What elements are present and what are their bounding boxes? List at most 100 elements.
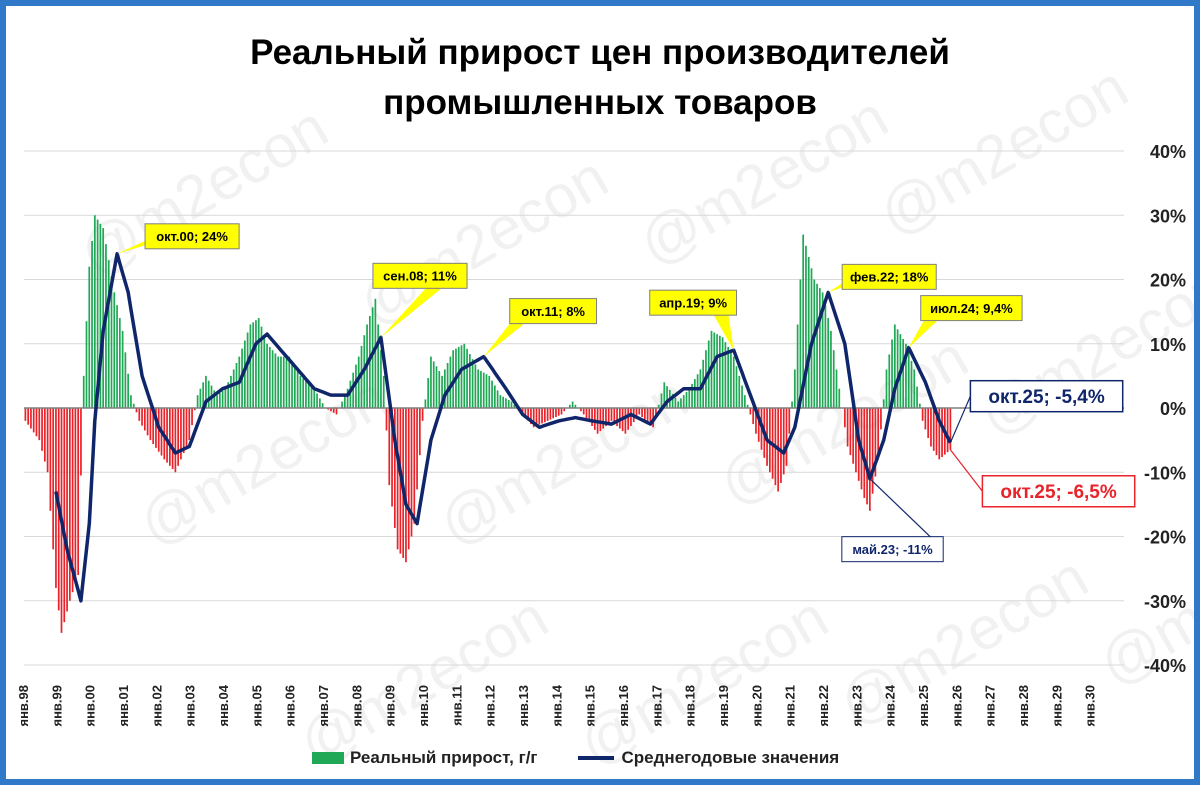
bar: [432, 361, 435, 408]
bar: [313, 388, 316, 408]
bar: [641, 408, 643, 417]
bar: [496, 390, 499, 408]
bar: [924, 408, 927, 430]
bar: [643, 408, 646, 420]
bar: [941, 408, 943, 457]
bar: [863, 408, 866, 498]
bar: [599, 408, 602, 432]
bar: [41, 408, 43, 451]
callout-box: [372, 262, 468, 289]
bar: [552, 408, 555, 419]
bar: [99, 223, 102, 408]
bar: [102, 228, 105, 408]
bar: [260, 326, 263, 408]
bar: [355, 364, 357, 408]
bar: [693, 379, 696, 408]
bar: [613, 408, 616, 424]
callout-label: фев.22; 18%: [850, 270, 929, 285]
bar: [218, 393, 221, 408]
callout-box: [649, 289, 738, 316]
legend-bars-label: Реальный прирост, г/г: [350, 748, 538, 767]
bar: [177, 408, 180, 466]
x-tick-label: янв.23: [849, 685, 864, 727]
bar: [755, 408, 757, 434]
bar: [180, 408, 182, 460]
legend-line-swatch: [577, 756, 614, 760]
bar: [285, 356, 288, 408]
bar: [649, 408, 652, 425]
average-line: [54, 252, 952, 603]
x-tick-label: янв.01: [116, 685, 131, 727]
bar: [927, 408, 930, 438]
bar: [891, 339, 893, 408]
bar: [938, 408, 941, 460]
bar: [855, 408, 857, 473]
bar: [874, 408, 877, 477]
bar: [627, 408, 630, 430]
bar: [838, 388, 841, 408]
bar: [227, 382, 230, 408]
bar: [716, 334, 718, 408]
bar: [718, 335, 721, 408]
bar: [352, 372, 355, 408]
bar: [52, 408, 55, 550]
bar: [43, 408, 46, 462]
bar: [530, 408, 532, 425]
bar: [480, 371, 482, 408]
bar: [605, 408, 607, 426]
bar: [393, 408, 396, 528]
bar: [235, 363, 238, 408]
bar: [327, 408, 330, 410]
bar: [752, 408, 755, 425]
bar: [66, 408, 68, 612]
bar: [757, 408, 760, 442]
bar: [443, 369, 446, 408]
bar: [721, 337, 724, 408]
bar: [277, 356, 280, 408]
bar: [791, 401, 793, 408]
bar: [316, 393, 318, 408]
bar: [655, 408, 657, 417]
bar: [224, 388, 227, 408]
bar: [921, 408, 924, 421]
chart-svg: 40% 30% 20% 10% 0% -10% -20% -30% -40% янв.98 янв.…: [16, 142, 1186, 727]
bar: [680, 398, 682, 408]
bar: [674, 397, 677, 408]
bar: [827, 318, 830, 408]
y-tick-label: -40%: [1144, 656, 1186, 676]
bar: [85, 321, 88, 408]
bar: [488, 375, 491, 408]
bar: [149, 408, 152, 441]
bar: [524, 408, 527, 418]
bar: [468, 354, 471, 408]
bar: [832, 350, 835, 408]
callout-label: апр.19; 9%: [659, 295, 727, 310]
bar: [302, 378, 305, 408]
y-tick-label: 40%: [1150, 142, 1186, 162]
bar: [946, 408, 949, 453]
x-tick-label: янв.18: [683, 685, 698, 727]
bar: [341, 401, 343, 408]
x-tick-label: янв.98: [16, 685, 31, 727]
bar: [910, 360, 913, 408]
callout-label: окт.00; 24%: [156, 229, 228, 244]
legend-line-label: Среднегодовые значения: [621, 748, 840, 767]
bar: [505, 398, 507, 408]
bar: [813, 279, 816, 408]
x-tick-label: янв.30: [1083, 685, 1098, 727]
bar: [624, 408, 627, 434]
bar: [616, 408, 618, 426]
bar: [88, 266, 91, 408]
x-tick-label: янв.17: [649, 685, 664, 727]
bar: [871, 408, 874, 494]
bar: [560, 408, 563, 415]
bar: [888, 354, 891, 408]
callout-box: [969, 379, 1124, 413]
bar: [360, 345, 363, 408]
bar: [413, 408, 416, 524]
bar: [232, 369, 235, 408]
bar: [91, 240, 93, 408]
x-tick-label: янв.24: [883, 684, 898, 726]
bar: [71, 408, 74, 593]
